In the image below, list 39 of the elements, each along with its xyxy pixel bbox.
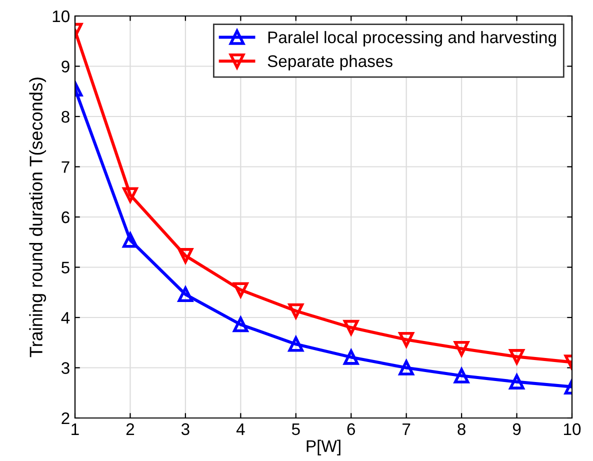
x-axis-title: P[W] xyxy=(306,440,340,456)
y-tick-label: 8 xyxy=(62,110,70,123)
point xyxy=(454,368,470,384)
y-tick-label: 7 xyxy=(62,161,70,173)
x-tick-label: 10 xyxy=(564,423,581,436)
point xyxy=(178,286,194,302)
point xyxy=(178,248,194,264)
point xyxy=(288,336,304,352)
y-tick-label: 3 xyxy=(62,362,70,374)
x-tick-label: 3 xyxy=(181,423,190,436)
point xyxy=(122,187,138,203)
y-axis-title: Training round duration T(seconds) xyxy=(29,78,46,358)
point xyxy=(398,332,414,348)
point xyxy=(233,282,248,298)
point xyxy=(454,341,470,356)
x-tick-label: 8 xyxy=(458,423,466,436)
legend-label: Paralel local processing and harvesting xyxy=(268,31,556,47)
point xyxy=(398,360,414,376)
point xyxy=(233,316,248,332)
x-tick-label: 5 xyxy=(292,423,300,436)
y-tick-label: 10 xyxy=(52,10,70,22)
point xyxy=(509,349,524,364)
point xyxy=(122,232,138,248)
y-tick-label: 5 xyxy=(62,262,70,274)
y-tick-label: 2 xyxy=(62,412,70,424)
point xyxy=(509,374,524,390)
y-tick-label: 6 xyxy=(62,211,70,224)
point xyxy=(343,350,359,365)
point xyxy=(288,303,304,319)
x-tick-label: 4 xyxy=(236,423,245,435)
x-tick-label: 1 xyxy=(72,423,79,435)
y-tick-label: 9 xyxy=(62,60,70,72)
legend-label: Separate phases xyxy=(268,54,392,70)
x-tick-label: 6 xyxy=(347,423,356,436)
y-tick-label: 4 xyxy=(61,312,70,324)
x-tick-label: 9 xyxy=(512,423,521,436)
x-tick-label: 2 xyxy=(126,423,134,435)
point xyxy=(343,320,359,336)
x-tick-label: 7 xyxy=(402,423,410,435)
